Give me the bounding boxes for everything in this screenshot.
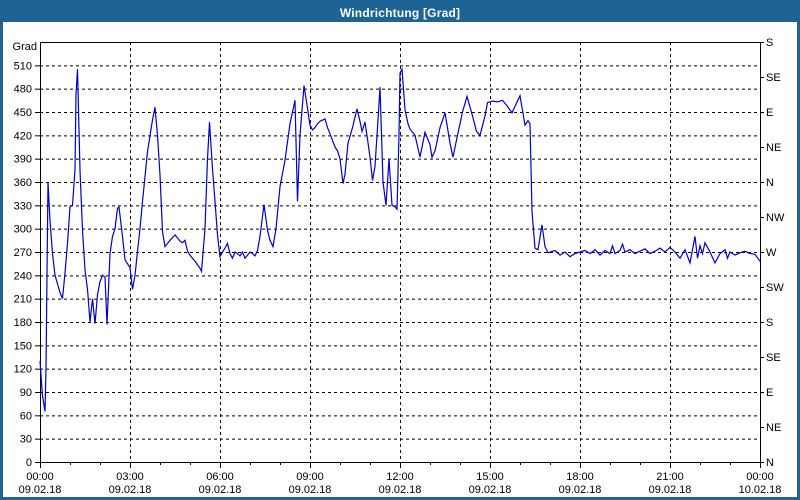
svg-text:360: 360 <box>14 177 32 189</box>
svg-text:09.02.18: 09.02.18 <box>289 484 332 496</box>
series-line-windrichtung <box>39 67 761 412</box>
y-axis-unit-label: Grad <box>13 41 37 53</box>
svg-text:420: 420 <box>14 130 32 142</box>
y-axis-left: 0 30 60 90 120 150 180 210 240 270 300 330 360 390 420… <box>13 41 40 469</box>
chart-svg: 0 30 60 90 120 150 180 210 240 270 300 330 360 390 420… <box>13 37 785 496</box>
svg-text:N: N <box>766 457 774 469</box>
svg-text:150: 150 <box>14 340 32 352</box>
svg-text:E: E <box>766 387 773 399</box>
svg-text:09.02.18: 09.02.18 <box>109 484 152 496</box>
svg-text:NE: NE <box>766 422 781 434</box>
svg-text:300: 300 <box>14 224 32 236</box>
svg-text:S: S <box>766 317 773 329</box>
svg-text:270: 270 <box>14 247 32 259</box>
svg-text:10.02.18: 10.02.18 <box>739 484 782 496</box>
svg-text:09.02.18: 09.02.18 <box>649 484 692 496</box>
svg-text:180: 180 <box>14 317 32 329</box>
svg-text:06:00: 06:00 <box>206 471 234 483</box>
svg-text:09:00: 09:00 <box>296 471 324 483</box>
svg-text:09.02.18: 09.02.18 <box>559 484 602 496</box>
svg-text:09.02.18: 09.02.18 <box>19 484 62 496</box>
svg-text:00:00: 00:00 <box>26 471 54 483</box>
svg-text:SE: SE <box>766 352 781 364</box>
svg-text:00:00: 00:00 <box>746 471 774 483</box>
svg-text:03:00: 03:00 <box>116 471 144 483</box>
title-bar: Windrichtung [Grad] <box>3 3 797 22</box>
svg-text:18:00: 18:00 <box>566 471 594 483</box>
svg-text:09.02.18: 09.02.18 <box>469 484 512 496</box>
svg-text:240: 240 <box>14 270 32 282</box>
svg-text:N: N <box>766 177 774 189</box>
svg-text:330: 330 <box>14 200 32 212</box>
chart-area: 0 30 60 90 120 150 180 210 240 270 300 330 360 390 420… <box>3 22 797 497</box>
svg-text:09.02.18: 09.02.18 <box>379 484 422 496</box>
svg-text:60: 60 <box>20 410 32 422</box>
svg-text:90: 90 <box>20 387 32 399</box>
svg-text:480: 480 <box>14 84 32 96</box>
svg-text:0: 0 <box>26 457 32 469</box>
svg-text:390: 390 <box>14 154 32 166</box>
y-axis-right-compass: S SE E NE N NW W SW S SE E NE N <box>760 37 785 469</box>
svg-text:15:00: 15:00 <box>476 471 504 483</box>
svg-text:21:00: 21:00 <box>656 471 684 483</box>
svg-text:SW: SW <box>766 282 784 294</box>
svg-text:450: 450 <box>14 107 32 119</box>
svg-text:12:00: 12:00 <box>386 471 414 483</box>
svg-text:30: 30 <box>20 434 32 446</box>
svg-text:NW: NW <box>766 212 785 224</box>
svg-text:W: W <box>766 247 777 259</box>
svg-text:09.02.18: 09.02.18 <box>199 484 242 496</box>
x-axis: 00:0009.02.1803:0009.02.1806:0009.02.180… <box>19 462 782 496</box>
svg-text:SE: SE <box>766 72 781 84</box>
svg-text:120: 120 <box>14 364 32 376</box>
svg-text:NE: NE <box>766 142 781 154</box>
svg-text:210: 210 <box>14 294 32 306</box>
window-title: Windrichtung [Grad] <box>339 5 461 20</box>
svg-text:510: 510 <box>14 60 32 72</box>
svg-text:S: S <box>766 37 773 49</box>
svg-text:E: E <box>766 107 773 119</box>
